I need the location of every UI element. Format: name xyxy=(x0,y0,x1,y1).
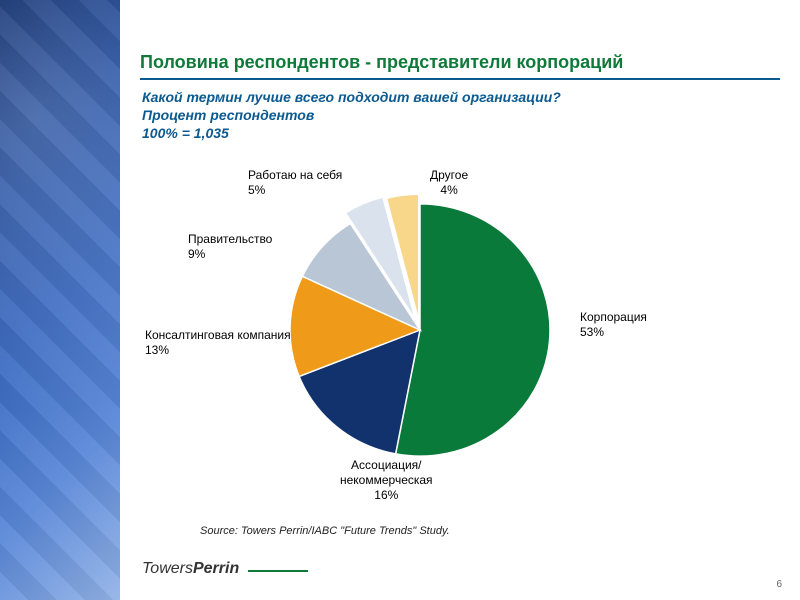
page-number: 6 xyxy=(776,579,782,590)
pie-slice-label: Работаю на себя5% xyxy=(248,168,342,198)
brand-part2: Perrin xyxy=(193,560,239,577)
pie-chart xyxy=(280,190,560,470)
pie-slice-label: Корпорация53% xyxy=(580,310,647,340)
footer-accent-line xyxy=(248,570,308,572)
decorative-sidebar xyxy=(0,0,120,600)
brand-part1: Towers xyxy=(142,560,193,577)
page-title: Половина респондентов - представители ко… xyxy=(140,52,623,73)
subtitle: Какой термин лучше всего подходит вашей … xyxy=(142,88,561,143)
pie-svg xyxy=(280,190,560,470)
pie-slice-label: Другое4% xyxy=(430,168,468,198)
pie-slice-label: Правительство9% xyxy=(188,232,272,262)
subtitle-line1: Какой термин лучше всего подходит вашей … xyxy=(142,89,561,105)
source-text: Source: Towers Perrin/IABC "Future Trend… xyxy=(200,525,450,537)
pie-slice-label: Консалтинговая компания13% xyxy=(145,328,291,358)
subtitle-line2: Процент респондентов xyxy=(142,107,314,123)
title-underline xyxy=(140,78,780,80)
footer-brand: TowersPerrin xyxy=(142,560,239,578)
pie-slice-label: Ассоциация/некоммерческая16% xyxy=(340,458,433,503)
subtitle-line3: 100% = 1,035 xyxy=(142,125,229,141)
